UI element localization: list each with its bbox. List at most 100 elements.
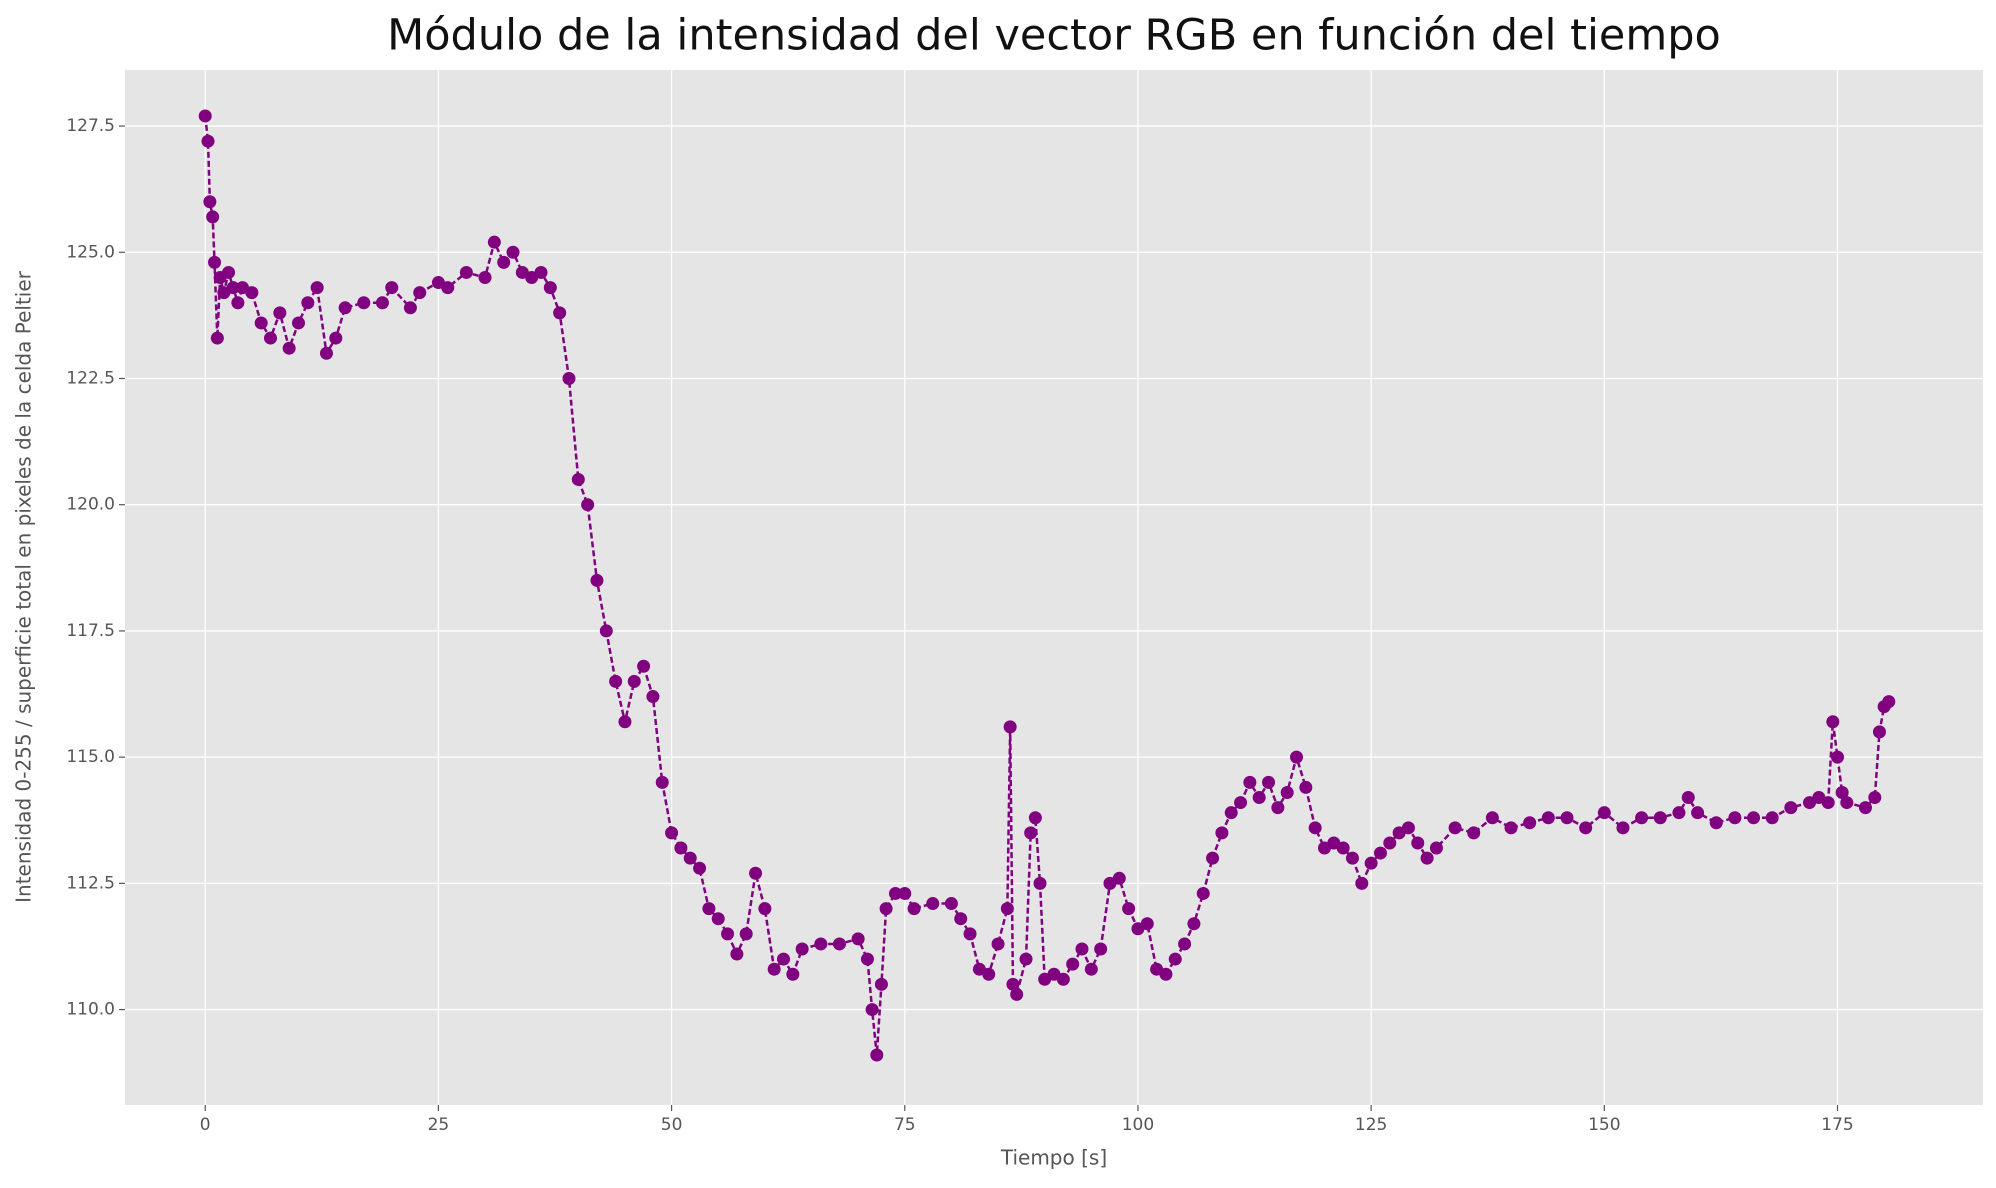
data-point (1206, 851, 1220, 865)
data-point (599, 624, 613, 638)
data-point (1784, 801, 1798, 815)
data-point (1224, 806, 1238, 820)
data-point (1187, 917, 1201, 931)
data-point (478, 271, 492, 285)
data-point (222, 265, 236, 279)
data-point (1840, 796, 1854, 810)
data-point (1411, 836, 1425, 850)
data-point (319, 346, 333, 360)
data-point (553, 306, 567, 320)
data-point (739, 927, 753, 941)
data-point (210, 331, 224, 345)
y-tick-label: 127.5 (66, 116, 115, 136)
data-point (282, 341, 296, 355)
data-point (1467, 826, 1481, 840)
data-point (1448, 821, 1462, 835)
data-point (1401, 821, 1415, 835)
data-point (506, 245, 520, 259)
data-point (1094, 942, 1108, 956)
data-point (870, 1048, 884, 1062)
y-tick-label: 117.5 (66, 621, 115, 641)
x-tick-label: 150 (1588, 1115, 1620, 1135)
data-point (1373, 846, 1387, 860)
plot-area (125, 70, 1983, 1105)
data-point (487, 235, 501, 249)
data-point (1010, 987, 1024, 1001)
data-point (1597, 806, 1611, 820)
x-tick-label: 100 (1122, 1115, 1154, 1135)
data-point (1345, 851, 1359, 865)
data-point (646, 690, 660, 704)
x-tick-label: 175 (1821, 1115, 1853, 1135)
data-point (1858, 801, 1872, 815)
data-point (459, 265, 473, 279)
data-point (1821, 796, 1835, 810)
chart-title: Módulo de la intensidad del vector RGB e… (387, 11, 1721, 61)
data-point (1178, 937, 1192, 951)
data-point (1168, 952, 1182, 966)
data-point (571, 472, 585, 486)
y-tick-label: 120.0 (66, 495, 115, 515)
data-point (1003, 720, 1017, 734)
x-axis-label: Tiempo [s] (1000, 1146, 1107, 1170)
y-tick-label: 115.0 (66, 747, 115, 767)
data-point (1196, 886, 1210, 900)
data-point (231, 296, 245, 310)
data-point (860, 952, 874, 966)
data-point (581, 498, 595, 512)
data-point (208, 255, 222, 269)
data-point (982, 967, 996, 981)
data-point (1835, 785, 1849, 799)
data-point (1691, 806, 1705, 820)
data-point (721, 927, 735, 941)
data-point (310, 281, 324, 295)
data-point (1681, 791, 1695, 805)
data-point (1006, 977, 1020, 991)
data-point (441, 281, 455, 295)
data-point (1504, 821, 1518, 835)
data-point (1056, 972, 1070, 986)
data-point (1420, 851, 1434, 865)
data-point (273, 306, 287, 320)
y-tick-label: 110.0 (66, 1000, 115, 1020)
x-tick-label: 75 (894, 1115, 916, 1135)
y-tick-label: 122.5 (66, 368, 115, 388)
data-point (264, 331, 278, 345)
data-point (1616, 821, 1630, 835)
data-point (338, 301, 352, 315)
x-tick-label: 25 (428, 1115, 450, 1135)
data-point (627, 674, 641, 688)
x-tick-label: 125 (1355, 1115, 1387, 1135)
data-point (767, 962, 781, 976)
data-point (944, 897, 958, 911)
data-point (832, 937, 846, 951)
data-point (1280, 785, 1294, 799)
data-point (1826, 715, 1840, 729)
data-point (898, 886, 912, 900)
data-point (907, 902, 921, 916)
data-point (1075, 942, 1089, 956)
data-point (1728, 811, 1742, 825)
data-point (1159, 967, 1173, 981)
data-point (749, 866, 763, 880)
data-point (1066, 957, 1080, 971)
data-point (543, 281, 557, 295)
data-point (888, 886, 902, 900)
data-point (291, 316, 305, 330)
data-point (777, 952, 791, 966)
data-point (1560, 811, 1574, 825)
data-point (254, 316, 268, 330)
data-point (926, 897, 940, 911)
data-point (534, 265, 548, 279)
data-point (1024, 826, 1038, 840)
y-tick-label: 112.5 (66, 873, 115, 893)
data-point (1271, 801, 1285, 815)
data-point (385, 281, 399, 295)
data-point (1765, 811, 1779, 825)
data-point (1308, 821, 1322, 835)
data-point (357, 296, 371, 310)
data-point (1215, 826, 1229, 840)
data-point (1000, 902, 1014, 916)
data-point (1290, 750, 1304, 764)
